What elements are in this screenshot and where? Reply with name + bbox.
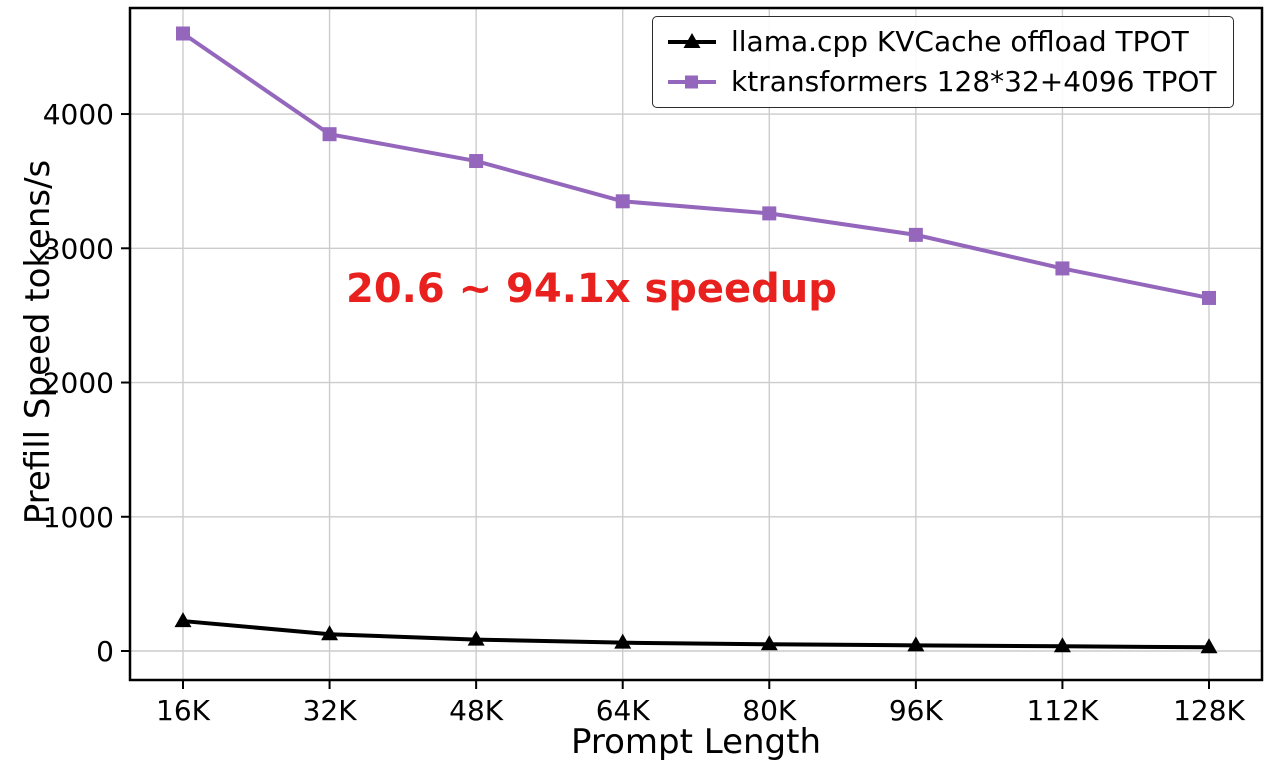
svg-text:128K: 128K — [1173, 694, 1245, 727]
svg-text:2000: 2000 — [43, 367, 114, 400]
svg-text:96K: 96K — [889, 694, 944, 727]
legend-label-ktransformers: ktransformers 128*32+4096 TPOT — [731, 65, 1217, 98]
legend-item-llama-cpp: llama.cpp KVCache offload TPOT — [665, 26, 1217, 58]
svg-text:3000: 3000 — [43, 232, 114, 265]
svg-text:32K: 32K — [303, 694, 358, 727]
speedup-annotation: 20.6 ~ 94.1x speedup — [346, 266, 837, 312]
legend-label-llama-cpp: llama.cpp KVCache offload TPOT — [731, 25, 1189, 58]
svg-text:4000: 4000 — [43, 98, 114, 131]
svg-text:112K: 112K — [1027, 694, 1099, 727]
svg-text:48K: 48K — [449, 694, 504, 727]
svg-text:1000: 1000 — [43, 501, 114, 534]
svg-text:0: 0 — [96, 635, 114, 668]
legend: llama.cpp KVCache offload TPOT ktransfor… — [652, 16, 1234, 108]
black-line-triangle-marker-icon — [668, 33, 716, 48]
legend-item-ktransformers: ktransformers 128*32+4096 TPOT — [665, 66, 1217, 98]
svg-text:64K: 64K — [596, 694, 651, 727]
y-axis-label: Prefill Speed tokens/s — [18, 159, 58, 525]
svg-text:80K: 80K — [742, 694, 797, 727]
svg-text:16K: 16K — [156, 694, 211, 727]
purple-line-square-marker-icon — [668, 75, 716, 89]
x-axis-label: Prompt Length — [570, 722, 822, 762]
